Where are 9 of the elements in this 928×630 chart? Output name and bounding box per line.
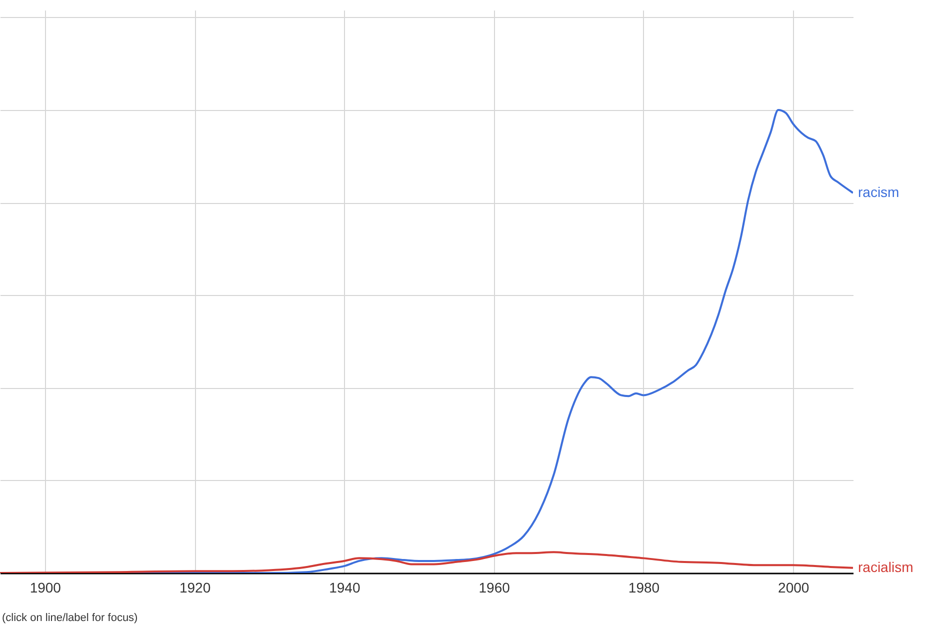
x-tick-label: 1960	[478, 580, 510, 596]
x-tick-label: 2000	[778, 580, 810, 596]
x-tick-label: 1940	[329, 580, 360, 596]
series-label: racialism	[858, 558, 914, 575]
x-tick-label: 1920	[179, 580, 211, 596]
text: (click on line/label for focus)	[2, 612, 138, 624]
x-tick-label: 1900	[30, 580, 62, 596]
x-tick-label: 1980	[628, 580, 660, 596]
series-label: racism	[858, 184, 900, 200]
